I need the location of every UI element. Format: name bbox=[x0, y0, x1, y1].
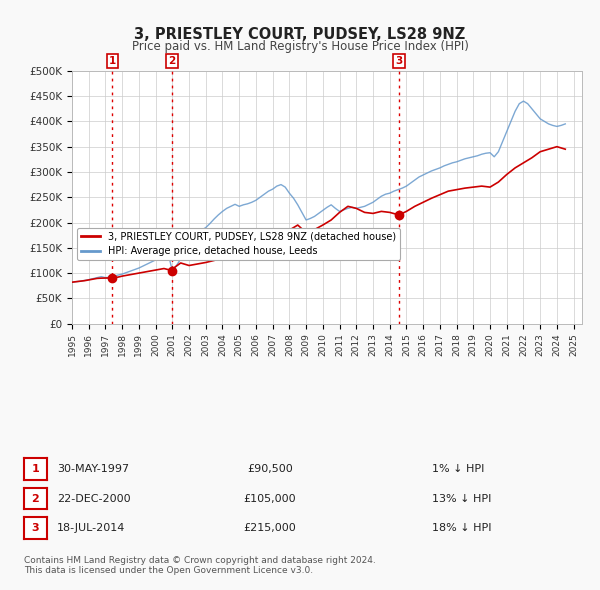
Text: £90,500: £90,500 bbox=[247, 464, 293, 474]
Text: 1% ↓ HPI: 1% ↓ HPI bbox=[432, 464, 484, 474]
Text: 13% ↓ HPI: 13% ↓ HPI bbox=[432, 494, 491, 503]
Text: 1: 1 bbox=[32, 464, 39, 474]
Text: Price paid vs. HM Land Registry's House Price Index (HPI): Price paid vs. HM Land Registry's House … bbox=[131, 40, 469, 53]
Text: 3: 3 bbox=[395, 55, 403, 65]
Text: 3: 3 bbox=[32, 523, 39, 533]
Text: 2: 2 bbox=[169, 55, 176, 65]
Text: 1: 1 bbox=[109, 55, 116, 65]
Text: £215,000: £215,000 bbox=[244, 523, 296, 533]
Text: 2: 2 bbox=[32, 494, 39, 503]
Text: 18% ↓ HPI: 18% ↓ HPI bbox=[432, 523, 491, 533]
Text: £105,000: £105,000 bbox=[244, 494, 296, 503]
Text: 22-DEC-2000: 22-DEC-2000 bbox=[57, 494, 131, 503]
Text: 3, PRIESTLEY COURT, PUDSEY, LS28 9NZ: 3, PRIESTLEY COURT, PUDSEY, LS28 9NZ bbox=[134, 27, 466, 41]
Text: Contains HM Land Registry data © Crown copyright and database right 2024.
This d: Contains HM Land Registry data © Crown c… bbox=[24, 556, 376, 575]
Legend: 3, PRIESTLEY COURT, PUDSEY, LS28 9NZ (detached house), HPI: Average price, detac: 3, PRIESTLEY COURT, PUDSEY, LS28 9NZ (de… bbox=[77, 228, 400, 260]
Text: 18-JUL-2014: 18-JUL-2014 bbox=[57, 523, 125, 533]
Text: 30-MAY-1997: 30-MAY-1997 bbox=[57, 464, 129, 474]
